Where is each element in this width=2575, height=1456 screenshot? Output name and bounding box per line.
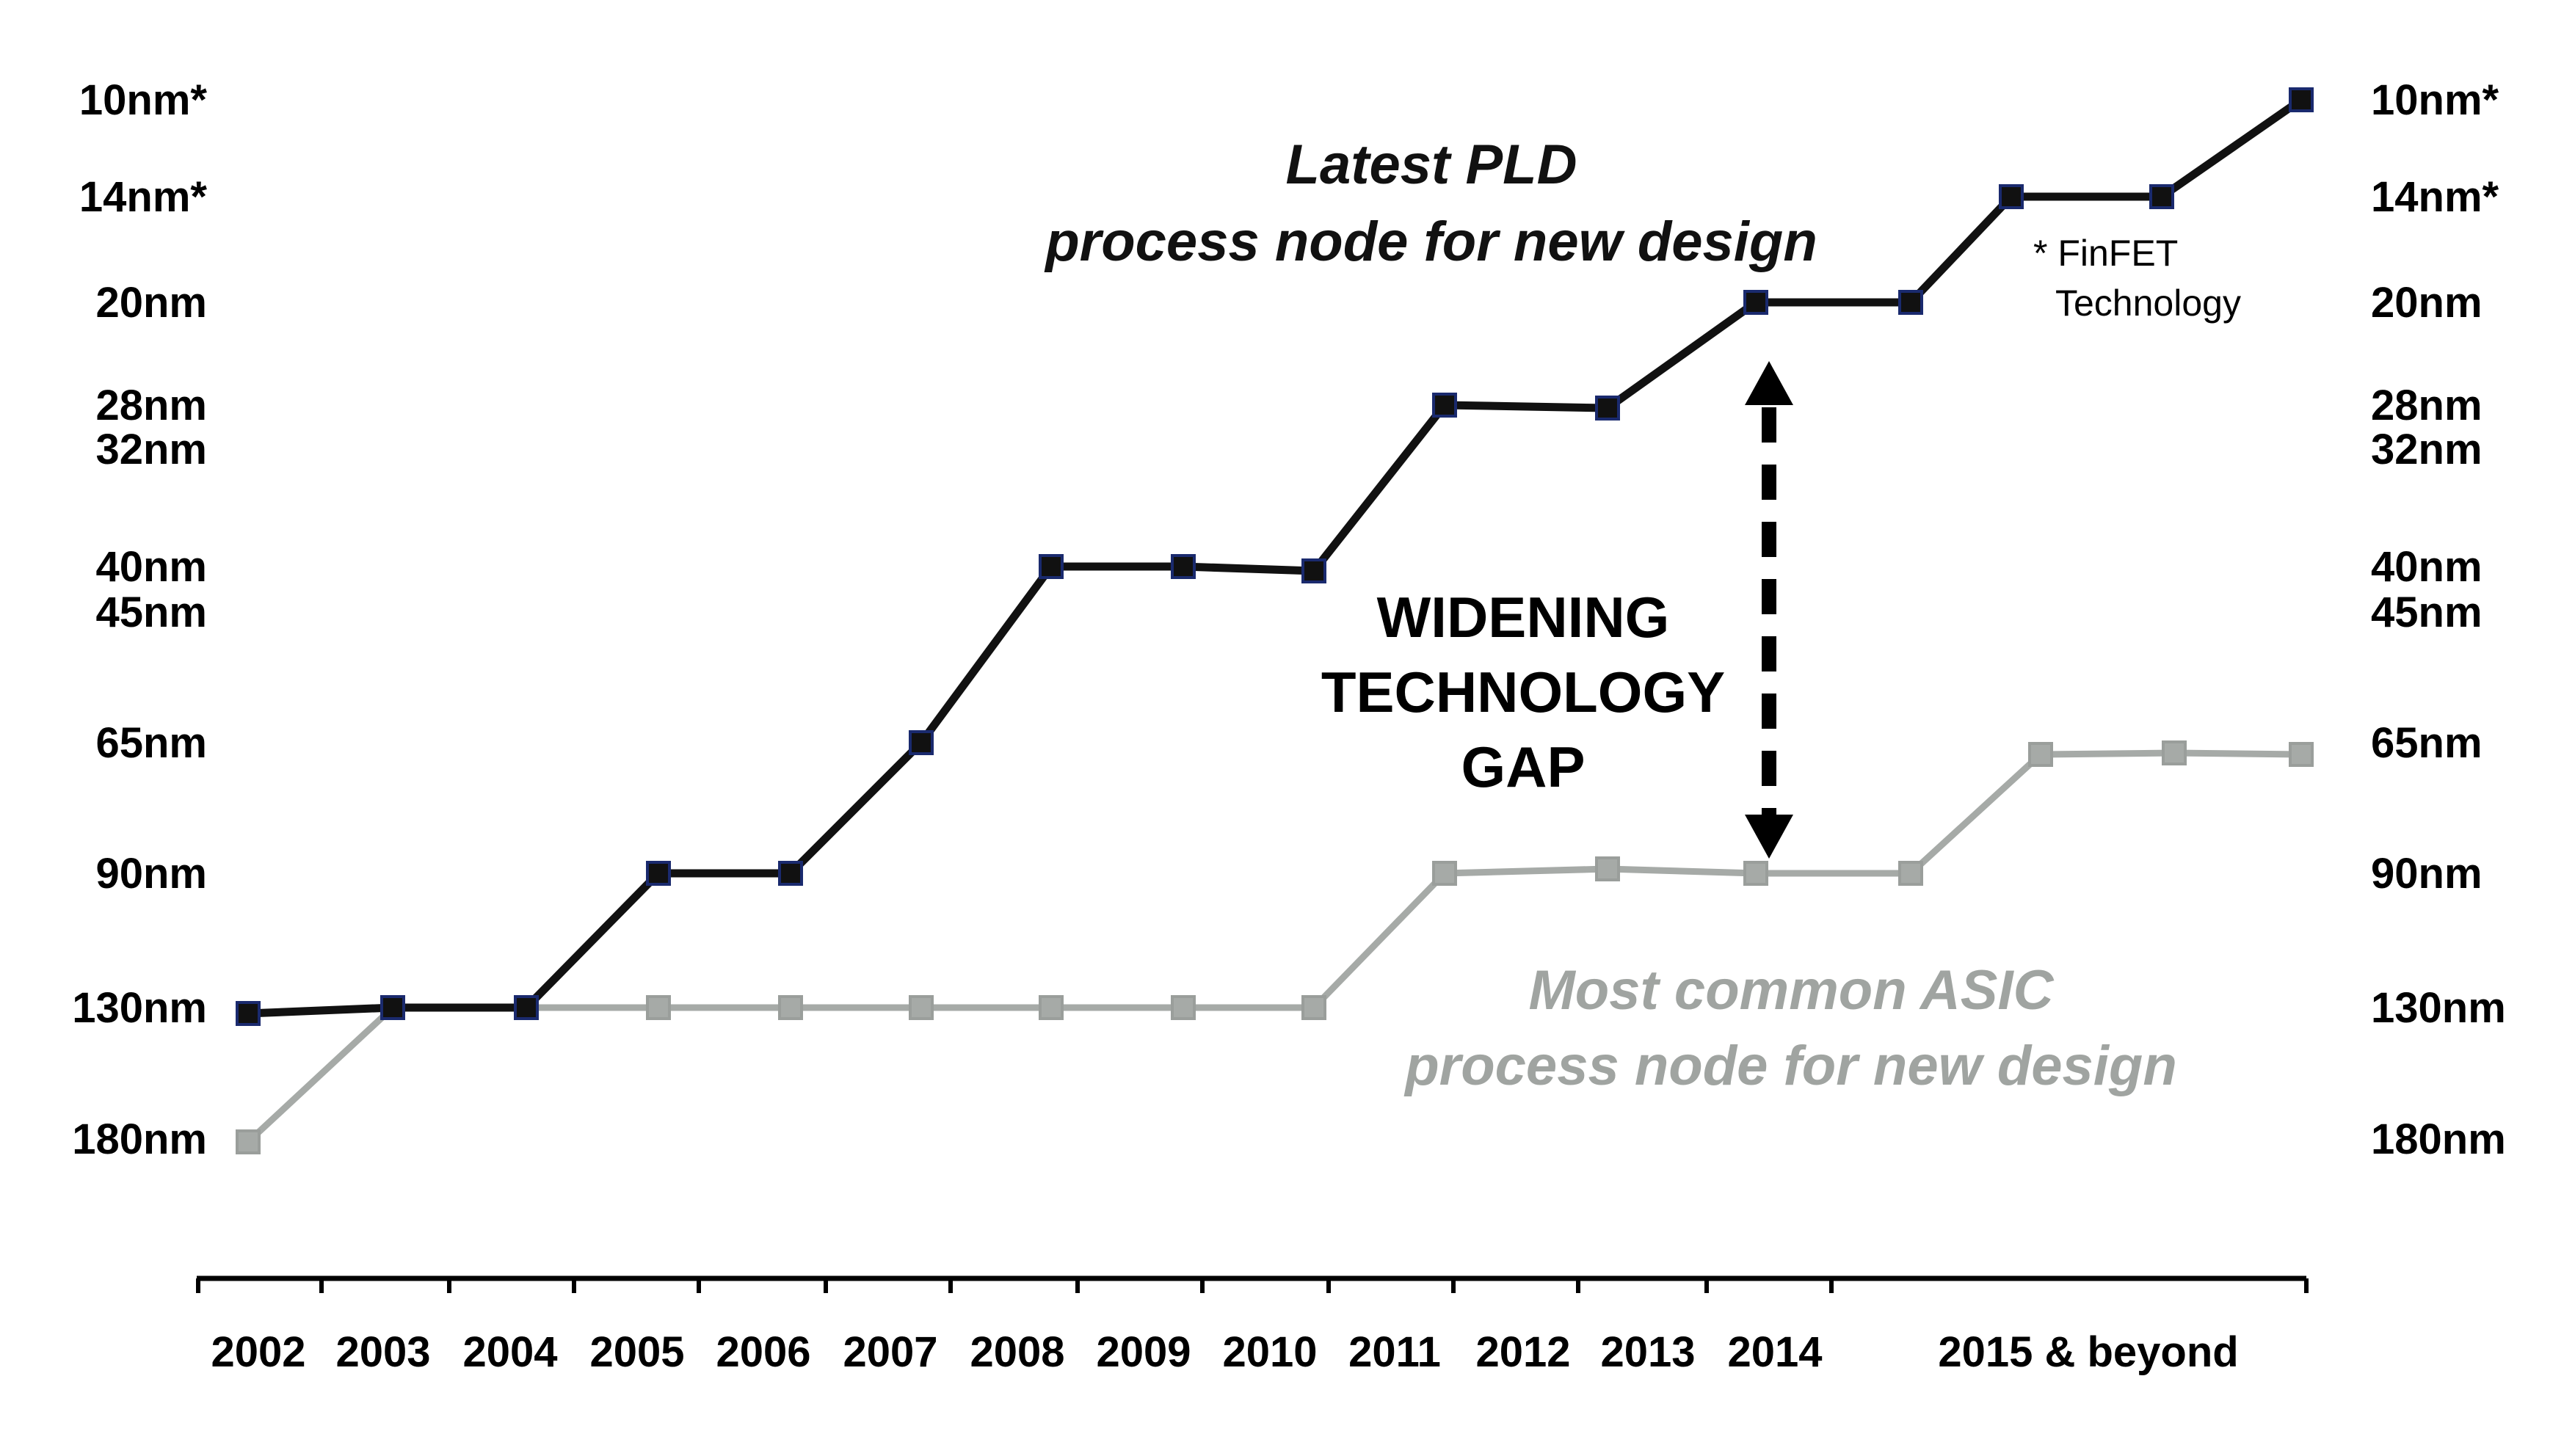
pld-series-point bbox=[514, 995, 539, 1020]
pld-series-point bbox=[646, 861, 671, 886]
gap-label-line3: GAP bbox=[1461, 735, 1585, 799]
x-tick-label: 2005 bbox=[589, 1328, 684, 1376]
pld-series-point bbox=[1301, 558, 1326, 583]
pld-series-point bbox=[778, 861, 803, 886]
asic-series-point bbox=[2162, 740, 2187, 765]
y-tick-label-left: 10nm* bbox=[79, 76, 208, 124]
gap-label-line2: TECHNOLOGY bbox=[1321, 660, 1725, 724]
y-tick-label-right: 45nm bbox=[2371, 589, 2483, 636]
x-tick-label: 2013 bbox=[1600, 1328, 1695, 1376]
x-axis-labels: 2002 2003 2004 2005 2006 2007 2008 2009 2010 2011… bbox=[211, 1328, 2238, 1376]
y-tick-label-left: 20nm bbox=[95, 279, 207, 327]
x-axis bbox=[196, 1275, 2309, 1293]
y-tick-label-right: 28nm bbox=[2371, 382, 2483, 429]
asic-series-point bbox=[646, 995, 671, 1020]
y-tick-label-right: 32nm bbox=[2371, 426, 2483, 473]
asic-series-point bbox=[778, 995, 803, 1020]
pld-series-point bbox=[1898, 290, 1923, 315]
pld-series-point bbox=[2289, 87, 2314, 112]
asic-series-point bbox=[1743, 861, 1768, 886]
y-tick-label-right: 130nm bbox=[2371, 984, 2506, 1032]
pld-series-point bbox=[380, 995, 405, 1020]
pld-series-point bbox=[2149, 184, 2174, 209]
pld-series-title-line2: process node for new design bbox=[1044, 211, 1817, 273]
x-tick-label: 2009 bbox=[1096, 1328, 1191, 1376]
gap-arrow-head-down bbox=[1745, 815, 1793, 859]
asic-series-point bbox=[1898, 861, 1923, 886]
y-tick-label-right: 14nm* bbox=[2371, 173, 2499, 221]
y-tick-label-left: 90nm bbox=[95, 850, 207, 898]
asic-series-point bbox=[236, 1129, 261, 1154]
x-tick-label: 2006 bbox=[716, 1328, 810, 1376]
y-tick-label-right: 40nm bbox=[2371, 543, 2483, 591]
x-tick-label: 2014 bbox=[1727, 1328, 1822, 1376]
pld-series-point bbox=[1743, 290, 1768, 315]
x-tick-label: 2003 bbox=[335, 1328, 430, 1376]
series-layer bbox=[236, 87, 2314, 1154]
pld-series-point bbox=[909, 730, 934, 755]
asic-series-point bbox=[2028, 742, 2053, 767]
pld-series-point bbox=[1999, 184, 2024, 209]
x-tick-label: 2008 bbox=[970, 1328, 1064, 1376]
asic-series-line bbox=[245, 749, 2302, 1145]
y-tick-label-left: 180nm bbox=[72, 1115, 207, 1163]
x-tick-label: 2015 & beyond bbox=[1938, 1328, 2238, 1376]
x-tick-label: 2007 bbox=[843, 1328, 937, 1376]
y-tick-label-left: 130nm bbox=[72, 984, 207, 1032]
asic-series-point bbox=[1039, 995, 1064, 1020]
y-tick-label-left: 65nm bbox=[95, 719, 207, 767]
finfet-note-line1: * FinFET bbox=[2033, 233, 2178, 274]
pld-series-title-line1: Latest PLD bbox=[1286, 134, 1577, 196]
asic-series-point bbox=[909, 995, 934, 1020]
y-tick-label-right: 65nm bbox=[2371, 719, 2483, 767]
x-tick-label: 2010 bbox=[1222, 1328, 1317, 1376]
asic-series-title-line1: Most common ASIC bbox=[1529, 959, 2055, 1022]
y-tick-label-left: 32nm bbox=[95, 426, 207, 473]
x-tick-label: 2004 bbox=[462, 1328, 557, 1376]
finfet-note-line2: Technology bbox=[2055, 283, 2241, 324]
asic-series-point bbox=[1432, 861, 1457, 886]
asic-series-title-line2: process node for new design bbox=[1403, 1035, 2177, 1097]
y-tick-label-left: 40nm bbox=[95, 543, 207, 591]
asic-series-point bbox=[1301, 995, 1326, 1020]
y-tick-label-left: 28nm bbox=[95, 382, 207, 429]
gap-arrow-head-up bbox=[1745, 361, 1793, 405]
x-tick-label: 2012 bbox=[1475, 1328, 1570, 1376]
y-tick-label-right: 10nm* bbox=[2371, 76, 2499, 124]
gap-label-line1: WIDENING bbox=[1377, 585, 1670, 649]
y-tick-label-right: 20nm bbox=[2371, 279, 2483, 327]
pld-series-point bbox=[1171, 554, 1196, 579]
pld-series-point bbox=[1595, 396, 1620, 421]
pld-series-point bbox=[236, 1001, 261, 1026]
asic-series-point bbox=[1595, 856, 1620, 881]
x-tick-label: 2011 bbox=[1348, 1328, 1441, 1376]
asic-series-point bbox=[2289, 742, 2314, 767]
pld-series-line bbox=[247, 96, 2304, 1018]
y-tick-label-left: 45nm bbox=[95, 589, 207, 636]
y-tick-label-right: 90nm bbox=[2371, 850, 2483, 898]
x-tick-label: 2002 bbox=[211, 1328, 305, 1376]
pld-series-point bbox=[1039, 554, 1064, 579]
y-tick-label-left: 14nm* bbox=[79, 173, 208, 221]
pld-series-point bbox=[1432, 393, 1457, 418]
y-tick-label-right: 180nm bbox=[2371, 1115, 2506, 1163]
asic-series-point bbox=[1171, 995, 1196, 1020]
